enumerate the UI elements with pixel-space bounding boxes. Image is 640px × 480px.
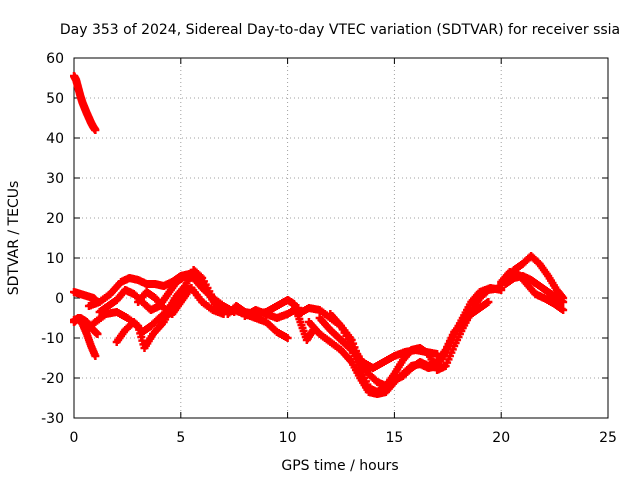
data-point: [219, 306, 228, 314]
y-tick-label: 10: [46, 251, 64, 267]
tick-layer: 0 5 10 15 20 25 -30 -20 -10 0 10 20 30 40 50 60: [41, 51, 617, 446]
y-tick-label: 60: [46, 51, 64, 67]
data-point: [484, 298, 493, 306]
series-arc-h: [240, 304, 303, 322]
y-tick-label: 50: [46, 91, 64, 107]
y-tick-label: 40: [46, 131, 64, 147]
data-point: [283, 334, 292, 342]
x-tick-label: 0: [70, 430, 79, 446]
x-axis-label: GPS time / hours: [281, 458, 398, 474]
marks-layer: [70, 72, 568, 398]
y-tick-label: 20: [46, 211, 64, 227]
y-axis-label: SDTVAR / TECUs: [6, 181, 22, 296]
x-tick-label: 15: [385, 430, 403, 446]
x-tick-label: 10: [279, 430, 297, 446]
x-tick-label: 5: [176, 430, 185, 446]
data-point: [185, 286, 194, 294]
data-point: [93, 330, 102, 338]
chart-title: Day 353 of 2024, Sidereal Day-to-day VTE…: [60, 22, 620, 38]
series-arc-early-high: [70, 72, 100, 134]
data-point: [559, 306, 568, 314]
y-tick-label: 30: [46, 171, 64, 187]
series-arc-l: [326, 310, 442, 372]
series-arc-e: [134, 286, 194, 318]
y-tick-label: -10: [41, 331, 64, 347]
x-tick-label: 25: [599, 430, 617, 446]
y-tick-label: -30: [41, 411, 64, 427]
series-arc-early-a: [70, 288, 100, 304]
series-arc-o: [497, 268, 568, 314]
y-tick-label: -20: [41, 371, 64, 387]
data-point: [91, 352, 100, 360]
plot-area: [73, 57, 609, 419]
data-point: [559, 298, 568, 306]
data-point: [433, 350, 442, 358]
y-tick-label: 0: [55, 291, 64, 307]
data-point: [91, 126, 100, 134]
x-tick-label: 20: [492, 430, 510, 446]
